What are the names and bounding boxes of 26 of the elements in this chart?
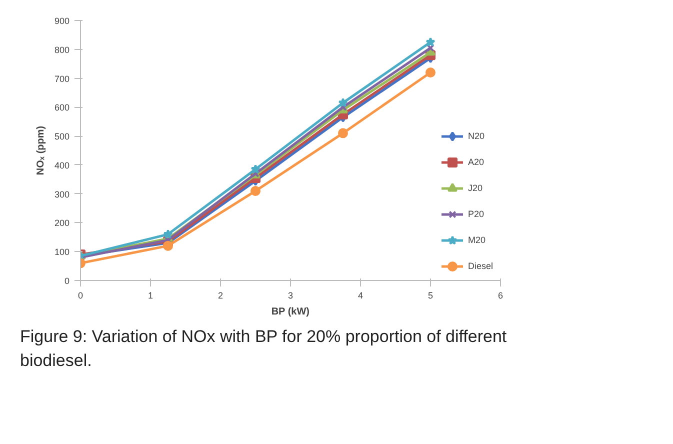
legend-label: J20: [468, 183, 484, 193]
y-tick-label: 300: [54, 189, 70, 200]
x-tick-label: 3: [288, 290, 294, 300]
legend-label: P20: [468, 209, 486, 219]
x-tick-label: 5: [428, 290, 434, 300]
x-tick-label: 0: [78, 290, 84, 300]
y-tick-label: 200: [54, 218, 70, 228]
x-tick-label: 6: [498, 290, 504, 300]
y-tick-label: 100: [54, 247, 70, 258]
legend-label: A20: [468, 157, 486, 167]
y-tick-label: 500: [54, 132, 70, 142]
y-tick-label: 900: [54, 16, 70, 26]
text: Figure 9: Variation of NOx with BP for 20% proportion of different biodiesel.: [20, 326, 508, 372]
x-tick-label: 2: [218, 290, 224, 300]
legend-label: M20: [468, 235, 487, 245]
legend-label: N20: [468, 131, 486, 141]
legend-label: Diesel: [468, 261, 494, 271]
y-tick-label: 600: [54, 102, 70, 113]
x-axis-title: BP (kW): [271, 306, 310, 318]
y-tick-label: 700: [54, 74, 70, 84]
y-axis-title: NOₓ (ppm): [35, 126, 46, 176]
y-tick-label: 800: [54, 44, 70, 55]
y-tick-label: 0: [64, 276, 70, 286]
x-tick-label: 4: [358, 290, 364, 300]
x-tick-label: 1: [148, 290, 154, 300]
y-tick-label: 400: [54, 160, 70, 170]
